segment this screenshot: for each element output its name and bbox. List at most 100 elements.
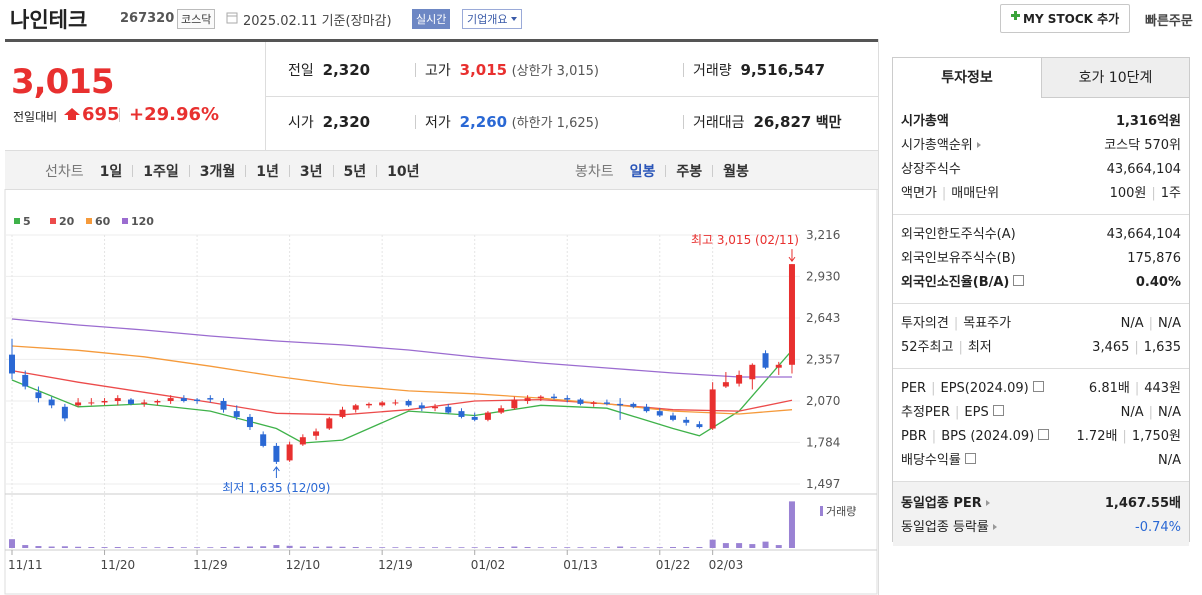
mystock-label: MY STOCK 추가 — [1023, 12, 1120, 26]
y-tick-label: 3,216 — [806, 228, 840, 242]
volume-bar — [233, 546, 240, 548]
volume-bar — [484, 547, 491, 548]
mystock-button[interactable]: MY STOCK 추가 — [1000, 4, 1131, 33]
label-part: 매매단위 — [951, 186, 1000, 201]
volume-bar — [537, 547, 544, 548]
label-part: 배당수익률 — [901, 453, 961, 468]
info-row: 액면가 | 매매단위 100원 | 1주 — [893, 182, 1189, 206]
info-panel: 투자정보 호가 10단계 시가총액 1,316억원 시가총액순위 코스닥 570위 상장… — [892, 57, 1190, 546]
label: 전일 — [288, 63, 314, 79]
volume-bar — [617, 546, 624, 548]
volume-bar — [88, 547, 95, 548]
candle-body — [458, 411, 465, 417]
candle-body — [630, 403, 637, 407]
calendar-icon — [226, 12, 238, 24]
candle-body — [590, 402, 597, 404]
label-part: 시가총액 — [901, 114, 949, 129]
candle-period-button[interactable]: 월봉 — [723, 164, 749, 180]
realtime-button[interactable]: 실시간 — [412, 9, 451, 29]
value: 3,015 — [459, 61, 508, 79]
period-button[interactable]: 3년 — [299, 164, 323, 180]
candle-body — [577, 399, 584, 404]
volume-bar — [22, 545, 29, 548]
line-chart-group: 선차트 1일 1주일 3개월 1년 3년 5년 10년 — [45, 161, 420, 181]
candle-body — [392, 402, 399, 404]
line-chart-label: 선차트 — [45, 164, 84, 180]
volume-bar — [511, 546, 518, 548]
info-row: 투자의견 | 목표주가 N/A | N/A — [893, 312, 1189, 336]
info-row: 배당수익률 N/A — [893, 449, 1189, 473]
info-value: 1,316억원 — [1116, 110, 1181, 134]
candle-period-button[interactable]: 일봉 — [629, 164, 656, 180]
period-button[interactable]: 1주일 — [143, 164, 179, 180]
volume-bar — [775, 545, 782, 548]
high-arrow — [788, 249, 796, 262]
low-annotation: 최저 1,635 (12/09) — [222, 481, 330, 495]
volume-bar — [141, 547, 148, 548]
candle-body — [511, 399, 518, 409]
candle-body — [365, 403, 372, 406]
period-button[interactable]: 5년 — [343, 164, 367, 180]
info-label: 배당수익률 — [901, 449, 976, 473]
info-section: PER | EPS(2024.09) 6.81배 | 443원 추정PER | EPS N/A | N… — [893, 368, 1189, 481]
y-tick-label: 2,070 — [806, 394, 840, 408]
divider — [265, 96, 878, 97]
volume-legend-swatch — [820, 506, 823, 516]
info-label: 동일업종 PER — [901, 492, 990, 516]
label: 저가 — [425, 115, 451, 131]
low-arrow — [273, 466, 280, 479]
x-tick-label: 11/20 — [101, 558, 136, 572]
value-part: 1.72배 — [1076, 429, 1118, 444]
panel-divider — [878, 39, 879, 595]
volume-bar — [207, 547, 214, 548]
value-part: N/A — [1120, 405, 1144, 420]
legend-swatch — [14, 218, 20, 224]
candle-body — [141, 402, 148, 404]
y-tick-label: 2,930 — [806, 269, 840, 283]
change-label: 전일대비 — [13, 110, 58, 124]
candle-body — [48, 399, 55, 406]
label-part: 52주최고 — [901, 340, 954, 355]
y-tick-label: 2,357 — [806, 352, 840, 366]
candle-body — [670, 415, 676, 420]
value-part: 1,316억원 — [1115, 114, 1181, 129]
volume-bar — [101, 547, 108, 548]
date-note: 기준(장마감) — [321, 14, 392, 29]
info-row: 외국인소진율(B/A) 0.40% — [893, 271, 1189, 295]
overview-button[interactable]: 기업개요 — [462, 9, 523, 29]
candle-body — [233, 411, 240, 417]
candle-period-button[interactable]: 주봉 — [676, 164, 703, 180]
x-tick-label: 11/29 — [193, 558, 228, 572]
quick-order[interactable]: 빠른주문 — [1145, 10, 1193, 29]
volume-bar — [154, 547, 161, 548]
info-value: 175,876 — [1127, 247, 1181, 271]
period-button[interactable]: 1년 — [256, 164, 279, 180]
value-part: 43,664,104 — [1106, 227, 1181, 242]
value-part: N/A — [1158, 316, 1181, 331]
summary-open: 시가 2,320 — [288, 112, 370, 132]
volume-bar — [643, 547, 650, 548]
volume-bar — [180, 547, 187, 548]
volume-bar — [379, 547, 386, 548]
label-part: BPS (2024.09) — [941, 429, 1035, 444]
label-part: EPS — [964, 405, 989, 420]
moving-average-line — [11, 369, 793, 416]
price-chart: 3,216 2,930 2,643 2,357 2,070 1,784 1,497 11/11… — [4, 189, 878, 595]
period-button[interactable]: 3개월 — [199, 164, 236, 180]
value: 2,260 — [459, 113, 508, 131]
value-part: 1주 — [1160, 186, 1181, 201]
volume-bar — [75, 546, 82, 548]
info-value: 코스닥 570위 — [1104, 134, 1181, 158]
value-part: N/A — [1120, 316, 1144, 331]
volume-bar — [445, 547, 452, 548]
candle-body — [9, 354, 15, 374]
candle-body — [736, 374, 743, 384]
period-button[interactable]: 1일 — [99, 164, 123, 180]
value-part: 3,465 — [1092, 340, 1130, 355]
tab-active[interactable]: 투자정보 — [893, 58, 1041, 98]
x-tick-label: 01/22 — [656, 558, 691, 572]
tab[interactable]: 호가 10단계 — [1041, 58, 1189, 98]
period-button[interactable]: 10년 — [387, 164, 420, 180]
value-part: N/A — [1158, 405, 1181, 420]
info-value: 1.72배 | 1,750원 — [1076, 429, 1181, 444]
